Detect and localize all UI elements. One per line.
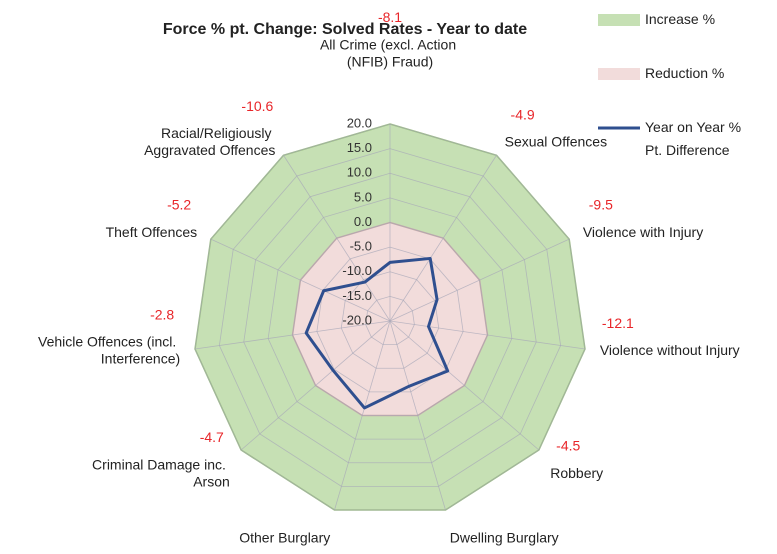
chart-title: Force % pt. Change: Solved Rates - Year … <box>163 21 527 38</box>
grid-line <box>292 222 488 416</box>
category-label: Robbery <box>550 465 603 481</box>
spoke <box>283 155 391 322</box>
value-label: -9.5 <box>589 197 613 213</box>
grid-line <box>243 172 537 464</box>
y-tick-label: 5.0 <box>354 189 372 204</box>
y-tick-label: -15.0 <box>342 288 372 303</box>
value-label: -4.5 <box>556 438 580 454</box>
grid-line <box>267 197 513 440</box>
category-label: Theft Offences <box>106 224 198 240</box>
category-label: Racial/Religiously Aggravated Offences <box>144 125 275 158</box>
y-tick-label: -20.0 <box>342 312 372 327</box>
category-label: All Crime (excl. Action (NFIB) Fraud) <box>320 36 460 69</box>
legend-label: Reduction % <box>645 65 724 81</box>
legend-swatch <box>598 14 640 26</box>
legend-label: Increase % <box>645 11 715 27</box>
value-label: -12.1 <box>602 315 634 331</box>
value-label: -5.2 <box>167 197 191 213</box>
grid-line <box>194 123 586 511</box>
category-label: Sexual Offences <box>505 133 607 149</box>
spoke <box>210 238 391 322</box>
spoke <box>389 238 570 322</box>
y-tick-label: 15.0 <box>347 140 372 155</box>
y-tick-label: 10.0 <box>347 165 372 180</box>
category-label: Dwelling Burglary <box>450 529 559 545</box>
legend-label: Year on Year % Pt. Difference <box>645 119 745 158</box>
value-label: -2.8 <box>150 306 174 322</box>
spoke <box>334 320 391 511</box>
grid-line <box>218 148 562 487</box>
spoke <box>389 320 446 511</box>
category-label: Violence without Injury <box>600 342 740 358</box>
y-tick-label: -10.0 <box>342 263 372 278</box>
grid-line <box>316 246 464 393</box>
category-label: Violence with Injury <box>583 224 703 240</box>
spoke <box>194 320 391 350</box>
grid-line <box>365 295 415 346</box>
category-label: Vehicle Offences (incl. Interference) <box>38 333 180 366</box>
grid-line <box>340 271 440 369</box>
value-label: -10.6 <box>241 98 273 114</box>
y-tick-label: 0.0 <box>354 214 372 229</box>
spoke <box>389 320 540 451</box>
spoke <box>389 320 586 350</box>
y-tick-label: -5.0 <box>350 239 372 254</box>
spoke <box>389 155 497 322</box>
y-tick-label: 20.0 <box>347 115 372 130</box>
category-label: Criminal Damage inc. Arson <box>92 456 230 489</box>
spoke <box>240 320 391 451</box>
value-label: -4.7 <box>200 429 224 445</box>
category-label: Other Burglary <box>239 529 330 545</box>
data-line <box>304 256 450 410</box>
value-label: -8.1 <box>378 9 402 25</box>
legend-swatch <box>598 68 640 80</box>
value-label: -4.9 <box>511 106 535 122</box>
